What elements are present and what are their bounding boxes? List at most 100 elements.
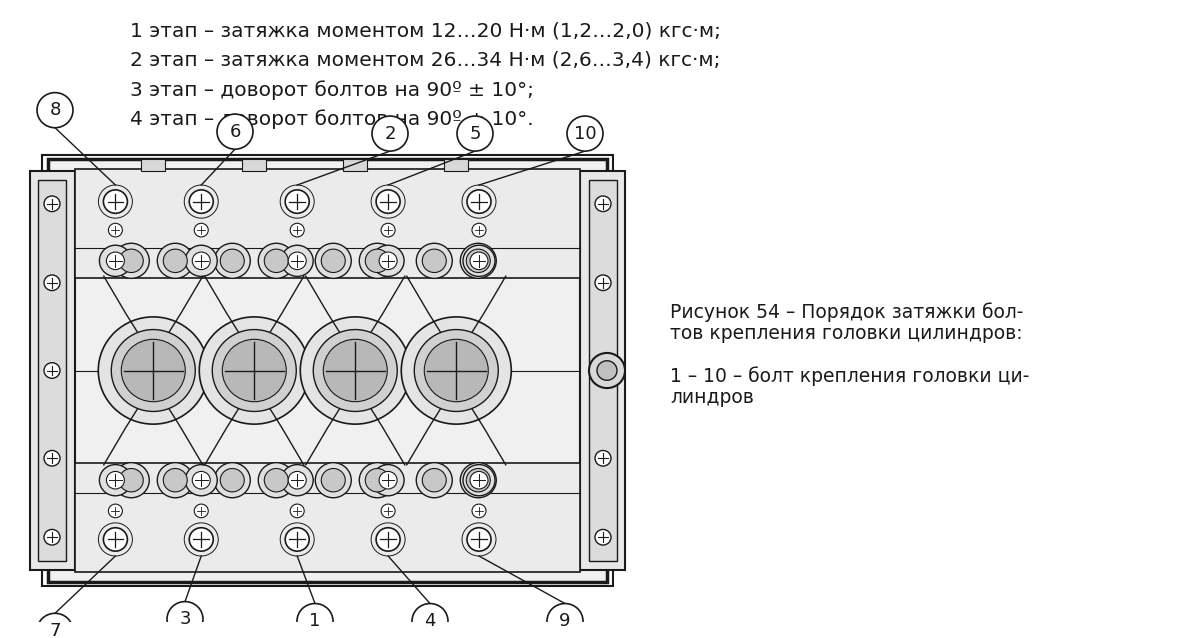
Circle shape	[315, 243, 351, 278]
Text: 4: 4	[424, 612, 436, 630]
Circle shape	[190, 528, 213, 551]
Circle shape	[195, 504, 209, 518]
Circle shape	[401, 317, 512, 424]
Circle shape	[44, 363, 60, 378]
Circle shape	[282, 464, 314, 496]
Text: 9: 9	[559, 612, 571, 630]
Text: 3: 3	[179, 610, 191, 628]
Circle shape	[422, 249, 447, 272]
Circle shape	[113, 463, 150, 498]
Circle shape	[466, 249, 490, 272]
Circle shape	[457, 116, 493, 151]
Circle shape	[217, 114, 253, 149]
Circle shape	[467, 190, 490, 213]
Circle shape	[301, 317, 410, 424]
Circle shape	[220, 468, 244, 492]
Bar	[42, 155, 613, 586]
Circle shape	[460, 243, 496, 278]
Circle shape	[99, 464, 131, 496]
Circle shape	[416, 243, 453, 278]
Circle shape	[360, 243, 395, 278]
Text: 8: 8	[50, 101, 60, 119]
Circle shape	[215, 463, 250, 498]
Circle shape	[121, 339, 185, 402]
Circle shape	[44, 275, 60, 290]
Circle shape	[104, 528, 127, 551]
Circle shape	[547, 604, 582, 638]
Circle shape	[297, 604, 332, 638]
Bar	[343, 159, 368, 170]
Circle shape	[381, 223, 395, 237]
Circle shape	[314, 330, 397, 412]
Circle shape	[223, 339, 286, 402]
Circle shape	[380, 471, 397, 489]
Circle shape	[108, 504, 123, 518]
Text: 1 этап – затяжка моментом 12…20 Н·м (1,2…2,0) кгс·м;: 1 этап – затяжка моментом 12…20 Н·м (1,2…	[130, 22, 722, 40]
Text: 1: 1	[309, 612, 321, 630]
Circle shape	[44, 450, 60, 466]
Bar	[29, 170, 75, 570]
Bar	[580, 170, 625, 570]
Circle shape	[104, 190, 127, 213]
Circle shape	[258, 463, 295, 498]
Circle shape	[373, 245, 404, 276]
Bar	[590, 181, 617, 561]
Circle shape	[37, 93, 73, 128]
Circle shape	[199, 317, 309, 424]
Circle shape	[595, 275, 611, 290]
Text: 7: 7	[50, 622, 61, 638]
Circle shape	[192, 471, 210, 489]
Circle shape	[360, 463, 395, 498]
Circle shape	[472, 223, 486, 237]
Circle shape	[282, 245, 314, 276]
Circle shape	[106, 252, 125, 270]
Bar	[38, 181, 66, 561]
Text: 3 этап – доворот болтов на 90º ± 10°;: 3 этап – доворот болтов на 90º ± 10°;	[130, 80, 534, 100]
Circle shape	[422, 468, 447, 492]
Circle shape	[285, 528, 309, 551]
Circle shape	[463, 464, 495, 496]
Circle shape	[323, 339, 387, 402]
Circle shape	[44, 530, 60, 545]
Text: линдров: линдров	[670, 388, 753, 407]
Circle shape	[290, 223, 304, 237]
Bar	[48, 159, 607, 582]
Circle shape	[381, 504, 395, 518]
Circle shape	[195, 223, 209, 237]
Circle shape	[258, 243, 295, 278]
Circle shape	[264, 468, 289, 492]
Circle shape	[460, 463, 496, 498]
Circle shape	[467, 528, 490, 551]
Circle shape	[376, 528, 400, 551]
Circle shape	[466, 468, 490, 492]
Circle shape	[215, 243, 250, 278]
Circle shape	[119, 249, 144, 272]
Text: Рисунок 54 – Порядок затяжки бол-: Рисунок 54 – Порядок затяжки бол-	[670, 302, 1023, 322]
Circle shape	[373, 464, 404, 496]
Circle shape	[472, 504, 486, 518]
Circle shape	[373, 116, 408, 151]
Circle shape	[157, 243, 193, 278]
Circle shape	[380, 252, 397, 270]
Circle shape	[185, 464, 217, 496]
Circle shape	[37, 613, 73, 638]
Text: 4 этап – доворот болтов на 90º ± 10°.: 4 этап – доворот болтов на 90º ± 10°.	[130, 109, 534, 129]
Text: 6: 6	[229, 122, 241, 140]
Circle shape	[111, 330, 196, 412]
Circle shape	[365, 468, 389, 492]
Bar	[75, 463, 580, 572]
Circle shape	[212, 330, 296, 412]
Circle shape	[285, 190, 309, 213]
Circle shape	[414, 330, 499, 412]
Circle shape	[44, 196, 60, 212]
Bar	[242, 159, 266, 170]
Text: 2: 2	[384, 124, 396, 142]
Circle shape	[567, 116, 602, 151]
Circle shape	[185, 245, 217, 276]
Text: 1 – 10 – болт крепления головки ци-: 1 – 10 – болт крепления головки ци-	[670, 367, 1029, 386]
Circle shape	[192, 252, 210, 270]
Circle shape	[315, 463, 351, 498]
Circle shape	[190, 190, 213, 213]
Circle shape	[106, 471, 125, 489]
Text: 5: 5	[469, 124, 481, 142]
